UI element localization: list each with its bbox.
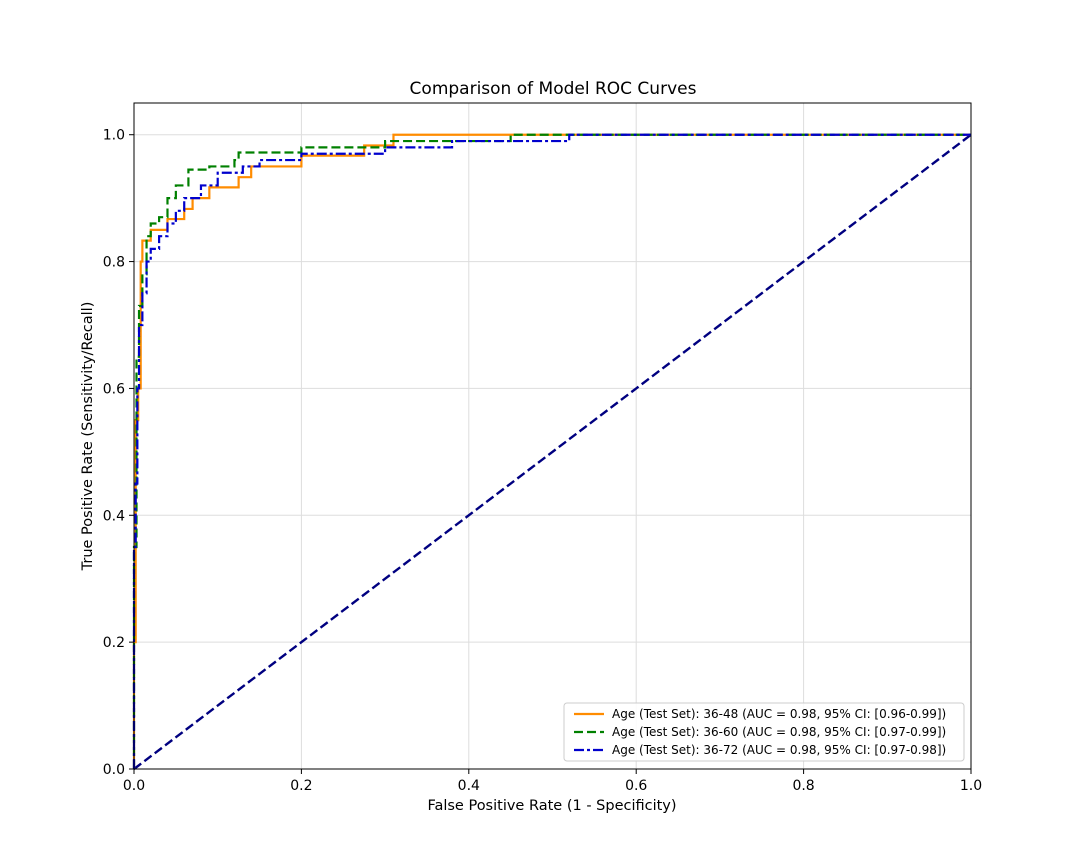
y-axis-ticks: 0.0 0.2 0.4 0.6 0.8 1.0 — [103, 128, 134, 778]
legend: Age (Test Set): 36-48 (AUC = 0.98, 95% C… — [563, 702, 965, 762]
series-line-2 — [132, 133, 971, 769]
reference-line-group — [133, 133, 972, 770]
x-tick-label-3: 0.6 — [625, 778, 647, 794]
x-tick-label-2: 0.4 — [458, 778, 480, 794]
plot-frame — [133, 102, 972, 770]
legend-label-3: Age (Test Set): 36-72 (AUC = 0.98, 95% C… — [612, 743, 946, 757]
chart-title: Comparison of Model ROC Curves — [410, 79, 697, 99]
x-axis-ticks: 0.0 0.2 0.4 0.6 0.8 1.0 — [123, 769, 982, 794]
y-tick-label-4: 0.8 — [103, 255, 125, 271]
y-tick-label-5: 1.0 — [103, 128, 125, 144]
legend-label-2: Age (Test Set): 36-60 (AUC = 0.98, 95% C… — [612, 725, 946, 739]
x-tick-label-0: 0.0 — [123, 778, 145, 794]
series-group — [132, 133, 971, 769]
legend-label-1: Age (Test Set): 36-48 (AUC = 0.98, 95% C… — [612, 707, 946, 721]
reference-line — [133, 133, 972, 770]
legend-box — [563, 702, 965, 762]
x-tick-label-1: 0.2 — [290, 778, 312, 794]
x-axis-label: False Positive Rate (1 - Specificity) — [427, 798, 676, 814]
y-tick-label-1: 0.2 — [103, 635, 125, 651]
series-line-3 — [132, 133, 971, 769]
y-axis-label: True Positive Rate (Sensitivity/Recall) — [80, 302, 96, 572]
y-tick-label-3: 0.6 — [103, 381, 125, 397]
y-tick-label-0: 0.0 — [103, 762, 125, 778]
x-tick-label-5: 1.0 — [960, 778, 982, 794]
y-tick-label-2: 0.4 — [103, 508, 125, 524]
grid — [133, 103, 972, 770]
x-tick-label-4: 0.8 — [792, 778, 814, 794]
